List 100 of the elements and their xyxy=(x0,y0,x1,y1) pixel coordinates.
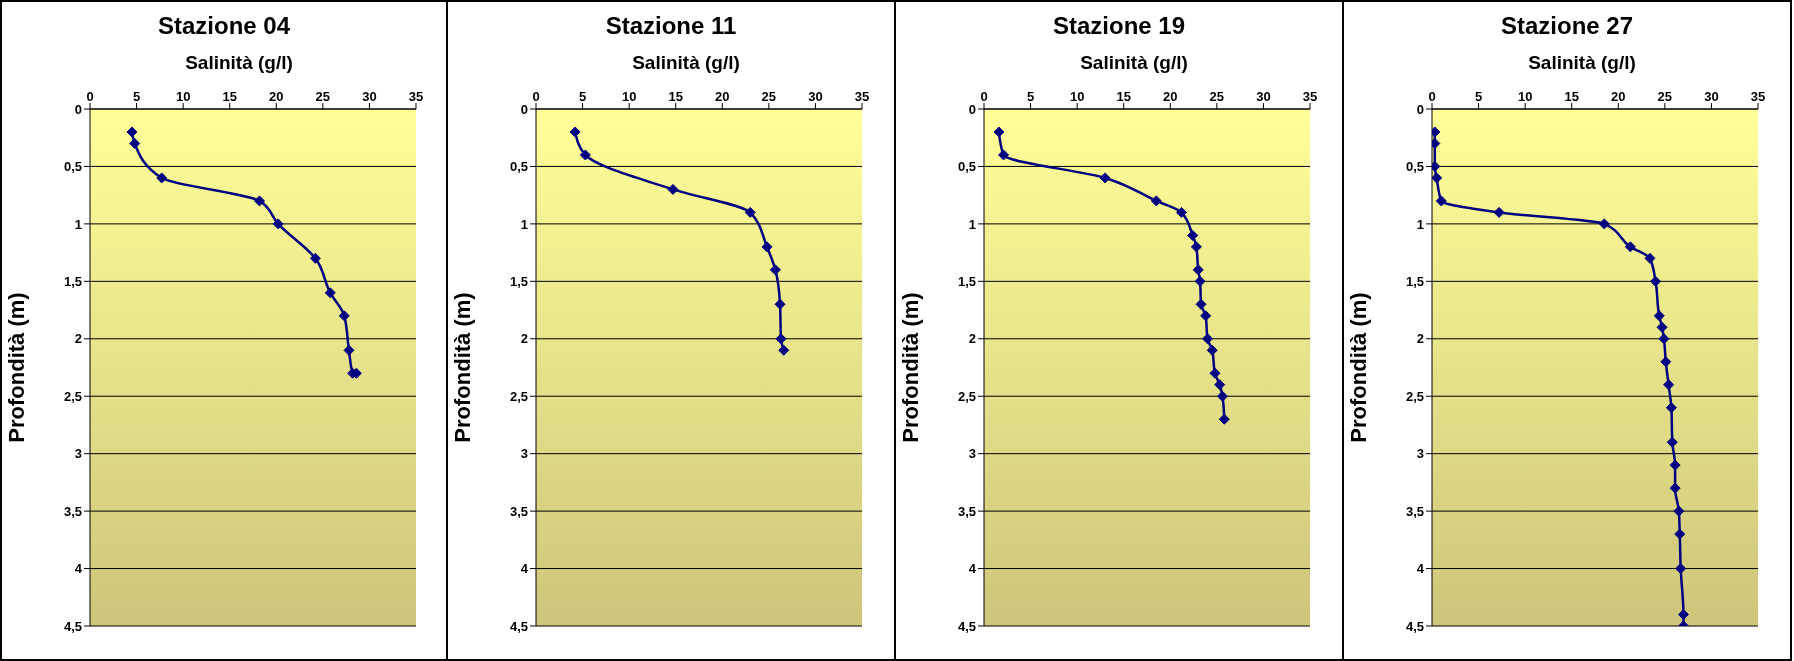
y-tick-label: 4 xyxy=(74,561,83,577)
point xyxy=(993,126,1005,138)
y-tick-label: 0 xyxy=(1416,101,1424,117)
point xyxy=(1653,310,1665,322)
y-tick-label: 2 xyxy=(968,331,976,347)
y-tick-label: 3,5 xyxy=(63,503,82,519)
x-tick-label: 20 xyxy=(269,89,284,104)
point xyxy=(1665,402,1677,414)
y-tick-label: 0,5 xyxy=(509,159,528,175)
y-tick-label: 4,5 xyxy=(957,618,976,634)
x-tick-label: 5 xyxy=(1026,89,1035,104)
point xyxy=(126,126,138,138)
point xyxy=(309,252,321,264)
x-tick-label: 30 xyxy=(362,89,377,104)
x-tick-label: 15 xyxy=(1116,89,1131,104)
x-tick-label: 35 xyxy=(1750,89,1766,104)
point xyxy=(769,264,781,276)
y-axis-title: Profondità (m) xyxy=(897,292,923,443)
point xyxy=(1493,206,1505,218)
x-axis-title: Salinità (g/l) xyxy=(631,52,741,75)
point xyxy=(744,206,756,218)
point xyxy=(1200,310,1212,322)
point xyxy=(1218,413,1230,425)
point xyxy=(1624,241,1636,253)
point xyxy=(1206,344,1218,356)
point xyxy=(156,172,168,184)
x-tick-label: 25 xyxy=(761,89,777,104)
point xyxy=(1099,172,1111,184)
x-tick-label: 10 xyxy=(621,89,637,104)
point xyxy=(1644,252,1656,264)
x-tick-label: 35 xyxy=(408,89,424,104)
x-tick-label: 30 xyxy=(808,89,823,104)
x-axis-title: Salinità (g/l) xyxy=(1527,52,1637,75)
y-tick-label: 3 xyxy=(520,446,528,462)
y-tick-label: 0 xyxy=(74,101,82,117)
point xyxy=(324,287,336,299)
point xyxy=(1187,229,1199,241)
point xyxy=(338,310,350,322)
x-tick-label: 20 xyxy=(1163,89,1178,104)
point xyxy=(1209,367,1221,379)
x-tick-label: 0 xyxy=(1428,89,1436,104)
point xyxy=(1432,172,1443,184)
point xyxy=(1192,264,1204,276)
x-tick-label: 20 xyxy=(715,89,730,104)
point xyxy=(761,241,773,253)
y-tick-label: 0 xyxy=(520,101,528,117)
y-tick-label: 1,5 xyxy=(1405,273,1424,289)
point xyxy=(1150,195,1162,207)
y-tick-label: 3 xyxy=(74,446,82,462)
y-tick-label: 0 xyxy=(968,101,976,117)
point xyxy=(1666,436,1678,448)
y-tick-label: 1 xyxy=(74,216,82,232)
point xyxy=(1190,241,1202,253)
y-tick-label: 3,5 xyxy=(1405,503,1424,519)
point xyxy=(1658,333,1670,345)
x-tick-label: 35 xyxy=(1302,89,1318,104)
point xyxy=(775,333,787,345)
point xyxy=(1598,218,1610,230)
y-tick-label: 4,5 xyxy=(509,618,528,634)
x-tick-label: 25 xyxy=(1209,89,1225,104)
x-tick-label: 0 xyxy=(980,89,988,104)
point xyxy=(774,298,786,310)
point xyxy=(1435,195,1447,207)
y-tick-label: 1 xyxy=(520,216,528,232)
y-tick-label: 2 xyxy=(1416,331,1424,347)
y-tick-label: 4 xyxy=(1416,561,1425,577)
y-axis-title: Profondità (m) xyxy=(3,292,29,443)
point xyxy=(579,149,591,161)
x-tick-label: 5 xyxy=(132,89,141,104)
x-tick-label: 5 xyxy=(578,89,587,104)
x-tick-label: 10 xyxy=(1069,89,1085,104)
point xyxy=(272,218,284,230)
y-tick-label: 2,5 xyxy=(957,388,976,404)
point xyxy=(1194,275,1206,287)
y-tick-label: 4,5 xyxy=(63,618,82,634)
y-tick-label: 4 xyxy=(968,561,977,577)
chart-title: Stazione 11 xyxy=(604,12,738,41)
y-tick-label: 1,5 xyxy=(63,273,82,289)
point xyxy=(1650,275,1662,287)
y-tick-label: 3 xyxy=(1416,446,1424,462)
x-tick-label: 5 xyxy=(1474,89,1483,104)
point xyxy=(1214,379,1226,391)
point xyxy=(778,344,790,356)
chart-title: Stazione 04 xyxy=(156,12,291,41)
x-axis-title: Salinità (g/l) xyxy=(184,52,294,75)
point xyxy=(343,344,355,356)
y-tick-label: 1 xyxy=(968,216,976,232)
point xyxy=(1175,206,1187,218)
y-tick-label: 0,5 xyxy=(1405,159,1424,175)
chart-title: Stazione 19 xyxy=(1051,12,1186,41)
y-tick-label: 4,5 xyxy=(1405,618,1424,634)
x-tick-label: 30 xyxy=(1256,89,1271,104)
x-tick-label: 10 xyxy=(175,89,191,104)
y-tick-label: 2,5 xyxy=(63,388,82,404)
x-tick-label: 25 xyxy=(1657,89,1673,104)
x-tick-label: 0 xyxy=(86,89,94,104)
y-tick-label: 4 xyxy=(520,561,529,577)
y-tick-label: 1,5 xyxy=(957,273,976,289)
point xyxy=(569,126,581,138)
point xyxy=(1673,505,1685,517)
